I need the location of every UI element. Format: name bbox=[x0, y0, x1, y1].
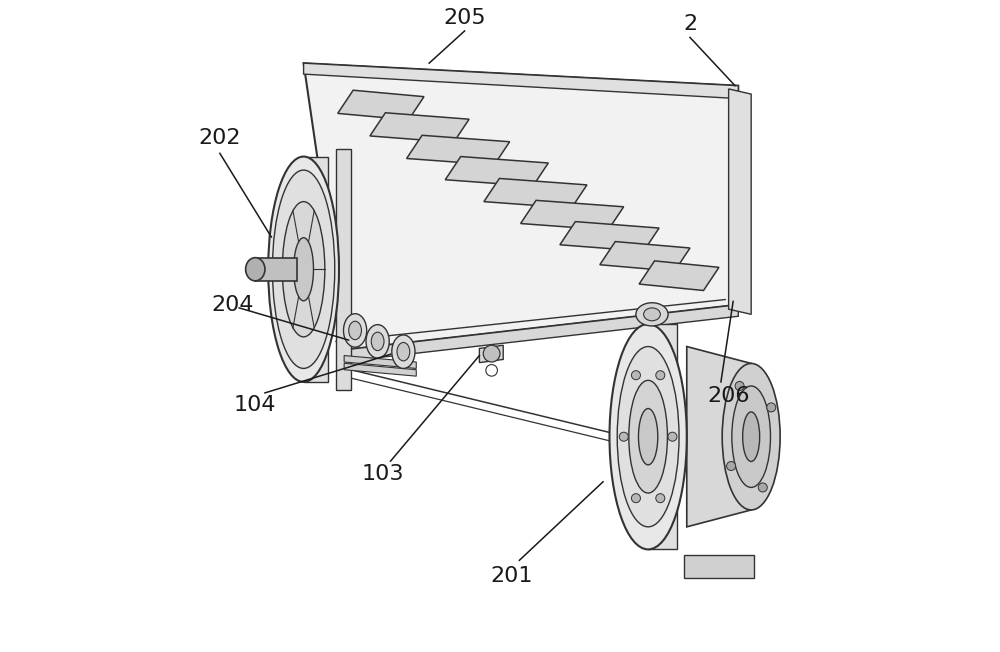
Polygon shape bbox=[560, 222, 659, 251]
Ellipse shape bbox=[727, 462, 736, 471]
Ellipse shape bbox=[268, 156, 339, 382]
Text: 205: 205 bbox=[443, 8, 486, 28]
Ellipse shape bbox=[656, 494, 665, 503]
Polygon shape bbox=[639, 261, 719, 291]
Ellipse shape bbox=[631, 371, 640, 379]
Ellipse shape bbox=[349, 321, 361, 340]
Polygon shape bbox=[304, 156, 328, 382]
Polygon shape bbox=[521, 200, 624, 230]
Polygon shape bbox=[370, 113, 469, 142]
Polygon shape bbox=[344, 363, 416, 376]
Ellipse shape bbox=[371, 332, 384, 351]
Ellipse shape bbox=[743, 412, 760, 462]
Text: 202: 202 bbox=[199, 128, 241, 148]
Ellipse shape bbox=[282, 201, 325, 337]
Ellipse shape bbox=[732, 386, 770, 488]
Ellipse shape bbox=[397, 342, 410, 361]
Ellipse shape bbox=[758, 483, 767, 492]
Ellipse shape bbox=[636, 303, 668, 326]
Ellipse shape bbox=[366, 325, 389, 358]
Ellipse shape bbox=[629, 380, 667, 493]
Polygon shape bbox=[255, 258, 297, 281]
Polygon shape bbox=[344, 355, 416, 368]
Polygon shape bbox=[687, 346, 751, 527]
Text: 204: 204 bbox=[211, 295, 254, 315]
Text: 206: 206 bbox=[707, 387, 750, 406]
Text: 2: 2 bbox=[683, 14, 697, 34]
Polygon shape bbox=[484, 179, 587, 208]
Polygon shape bbox=[600, 241, 690, 271]
Ellipse shape bbox=[644, 308, 660, 321]
Polygon shape bbox=[479, 346, 503, 363]
Polygon shape bbox=[338, 90, 424, 120]
Polygon shape bbox=[407, 136, 510, 165]
Ellipse shape bbox=[619, 432, 628, 441]
Ellipse shape bbox=[294, 238, 313, 301]
Ellipse shape bbox=[483, 346, 500, 362]
Ellipse shape bbox=[668, 432, 677, 441]
Ellipse shape bbox=[392, 335, 415, 368]
Ellipse shape bbox=[631, 494, 640, 503]
Text: 201: 201 bbox=[490, 565, 533, 585]
Text: 104: 104 bbox=[234, 395, 277, 415]
Polygon shape bbox=[336, 149, 351, 390]
Ellipse shape bbox=[609, 324, 687, 550]
Polygon shape bbox=[345, 304, 738, 361]
Ellipse shape bbox=[722, 363, 780, 510]
Ellipse shape bbox=[246, 258, 265, 281]
Polygon shape bbox=[445, 156, 548, 186]
Text: 103: 103 bbox=[362, 464, 404, 484]
Ellipse shape bbox=[656, 371, 665, 379]
Polygon shape bbox=[684, 555, 754, 578]
Polygon shape bbox=[304, 63, 738, 349]
Ellipse shape bbox=[617, 346, 679, 527]
Ellipse shape bbox=[638, 409, 658, 465]
Ellipse shape bbox=[735, 381, 744, 391]
Polygon shape bbox=[648, 324, 677, 550]
Ellipse shape bbox=[272, 170, 335, 368]
Ellipse shape bbox=[344, 314, 367, 347]
Polygon shape bbox=[729, 89, 751, 314]
Ellipse shape bbox=[767, 403, 776, 412]
Polygon shape bbox=[304, 63, 738, 98]
